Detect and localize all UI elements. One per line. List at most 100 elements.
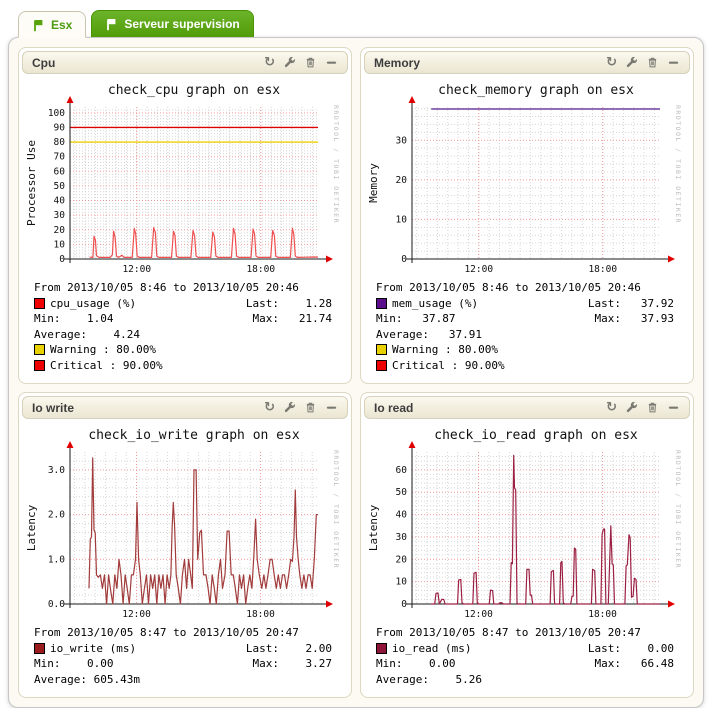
panel-io-write: Io write ↻ check_io_write graph on esx 12… bbox=[18, 392, 352, 698]
svg-text:20: 20 bbox=[396, 175, 408, 186]
legend-row: Min: 0.00 Max: 66.48 bbox=[376, 657, 674, 670]
memory-chart: check_memory graph on esx 12:00 18:00 0 10 20… bbox=[367, 83, 682, 275]
svg-text:Processor Use: Processor Use bbox=[25, 140, 38, 226]
panel-memory: Memory ↻ check_memory graph on esx 12:00 1… bbox=[360, 47, 694, 384]
panel-header[interactable]: Cpu ↻ bbox=[22, 51, 348, 74]
svg-text:0: 0 bbox=[59, 254, 65, 265]
svg-text:40: 40 bbox=[54, 196, 66, 207]
svg-text:30: 30 bbox=[396, 135, 408, 146]
legend-row: Critical : 90.00% bbox=[30, 358, 342, 374]
svg-text:RRDTOOL / TOBI OETIKER: RRDTOOL / TOBI OETIKER bbox=[674, 450, 682, 569]
svg-text:18:00: 18:00 bbox=[246, 264, 275, 275]
svg-text:50: 50 bbox=[54, 181, 66, 192]
collapse-icon[interactable] bbox=[667, 401, 680, 414]
legend-row: Min: 37.87 Max: 37.93 bbox=[376, 312, 674, 325]
legend-row: Min: 1.04 Max: 21.74 bbox=[34, 312, 332, 325]
wrench-icon[interactable] bbox=[283, 56, 296, 69]
collapse-icon[interactable] bbox=[325, 401, 338, 414]
svg-text:check_io_write graph on esx: check_io_write graph on esx bbox=[88, 428, 299, 443]
legend-row: Average: 5.26 bbox=[376, 672, 482, 686]
tab-label: Esx bbox=[51, 17, 73, 32]
panel-io-read: Io read ↻ check_io_read graph on esx 12:0… bbox=[360, 392, 694, 698]
refresh-icon[interactable]: ↻ bbox=[606, 400, 617, 415]
collapse-icon[interactable] bbox=[667, 56, 680, 69]
legend-row: Critical : 90.00% bbox=[372, 358, 684, 374]
svg-text:RRDTOOL / TOBI OETIKER: RRDTOOL / TOBI OETIKER bbox=[332, 105, 340, 224]
refresh-icon[interactable]: ↻ bbox=[264, 55, 275, 70]
svg-text:2.0: 2.0 bbox=[48, 510, 65, 521]
legend-row: cpu_usage (%) Last: 1.28 bbox=[30, 296, 342, 312]
svg-text:3.0: 3.0 bbox=[48, 465, 65, 476]
svg-text:10: 10 bbox=[396, 214, 408, 225]
io-read-chart: check_io_read graph on esx 12:00 18:00 0 10 2… bbox=[367, 428, 682, 620]
svg-text:70: 70 bbox=[54, 152, 66, 163]
trash-icon[interactable] bbox=[304, 401, 317, 414]
legend-row: mem_usage (%) Last: 37.92 bbox=[372, 296, 684, 312]
svg-text:12:00: 12:00 bbox=[464, 609, 493, 620]
panel-cpu: Cpu ↻ check_cpu graph on esx 12:00 18:00 0 1… bbox=[18, 47, 352, 384]
svg-text:10: 10 bbox=[54, 239, 66, 250]
svg-text:check_cpu graph on esx: check_cpu graph on esx bbox=[108, 83, 280, 98]
svg-text:Latency: Latency bbox=[367, 504, 380, 551]
svg-text:12:00: 12:00 bbox=[122, 609, 151, 620]
svg-text:30: 30 bbox=[396, 532, 408, 543]
svg-text:check_memory graph on esx: check_memory graph on esx bbox=[438, 83, 634, 98]
svg-text:18:00: 18:00 bbox=[588, 609, 617, 620]
svg-text:90: 90 bbox=[54, 122, 66, 133]
panel-header[interactable]: Io read ↻ bbox=[364, 396, 690, 419]
svg-text:Latency: Latency bbox=[25, 504, 38, 551]
svg-text:60: 60 bbox=[396, 465, 408, 476]
critical-swatch bbox=[376, 359, 387, 371]
tab-esx[interactable]: Esx bbox=[18, 11, 87, 38]
legend-period: From 2013/10/05 8:46 to 2013/10/05 20:46 bbox=[34, 281, 299, 294]
legend-row: Average: 605.43m bbox=[34, 672, 140, 686]
series-swatch bbox=[376, 642, 387, 654]
legend-row: Average: 4.24 bbox=[34, 327, 140, 341]
trash-icon[interactable] bbox=[304, 56, 317, 69]
svg-text:18:00: 18:00 bbox=[246, 609, 275, 620]
svg-text:20: 20 bbox=[396, 554, 408, 565]
panel-header[interactable]: Io write ↻ bbox=[22, 396, 348, 419]
legend-row: Warning : 80.00% bbox=[372, 342, 684, 358]
svg-text:RRDTOOL / TOBI OETIKER: RRDTOOL / TOBI OETIKER bbox=[332, 450, 340, 569]
svg-text:1.0: 1.0 bbox=[48, 554, 65, 565]
svg-text:50: 50 bbox=[396, 487, 408, 498]
warning-swatch bbox=[34, 344, 45, 356]
tab-serveur-supervision[interactable]: Serveur supervision bbox=[91, 10, 254, 37]
tab-label: Serveur supervision bbox=[124, 17, 240, 31]
panel-header[interactable]: Memory ↻ bbox=[364, 51, 690, 74]
cpu-chart: check_cpu graph on esx 12:00 18:00 0 10 20 30 4… bbox=[25, 83, 340, 275]
svg-text:0.0: 0.0 bbox=[48, 599, 65, 610]
wrench-icon[interactable] bbox=[625, 401, 638, 414]
tab-flag-icon bbox=[105, 17, 118, 31]
legend-period: From 2013/10/05 8:47 to 2013/10/05 20:47 bbox=[34, 626, 299, 639]
memory-legend: From 2013/10/05 8:46 to 2013/10/05 20:46… bbox=[364, 279, 690, 378]
svg-text:0: 0 bbox=[401, 254, 407, 265]
trash-icon[interactable] bbox=[646, 401, 659, 414]
cpu-legend: From 2013/10/05 8:46 to 2013/10/05 20:46… bbox=[22, 279, 348, 378]
svg-text:100: 100 bbox=[48, 108, 65, 119]
panel-title: Io read bbox=[374, 400, 414, 415]
svg-text:12:00: 12:00 bbox=[122, 264, 151, 275]
panel-title: Io write bbox=[32, 400, 75, 415]
series-swatch bbox=[376, 297, 387, 309]
io-write-chart: check_io_write graph on esx 12:00 18:00 0.0… bbox=[25, 428, 340, 620]
svg-text:RRDTOOL / TOBI OETIKER: RRDTOOL / TOBI OETIKER bbox=[674, 105, 682, 224]
svg-text:40: 40 bbox=[396, 510, 408, 521]
refresh-icon[interactable]: ↻ bbox=[606, 55, 617, 70]
tab-bar: Esx Serveur supervision bbox=[8, 8, 704, 38]
wrench-icon[interactable] bbox=[625, 56, 638, 69]
svg-text:10: 10 bbox=[396, 577, 408, 588]
trash-icon[interactable] bbox=[646, 56, 659, 69]
panel-title: Memory bbox=[374, 55, 421, 70]
svg-text:Memory: Memory bbox=[367, 163, 380, 203]
legend-period: From 2013/10/05 8:46 to 2013/10/05 20:46 bbox=[376, 281, 641, 294]
collapse-icon[interactable] bbox=[325, 56, 338, 69]
svg-text:30: 30 bbox=[54, 210, 66, 221]
tab-flag-icon bbox=[32, 18, 45, 32]
svg-text:20: 20 bbox=[54, 225, 66, 236]
dashboard-container: Cpu ↻ check_cpu graph on esx 12:00 18:00 0 1… bbox=[8, 37, 704, 708]
wrench-icon[interactable] bbox=[283, 401, 296, 414]
critical-swatch bbox=[34, 359, 45, 371]
refresh-icon[interactable]: ↻ bbox=[264, 400, 275, 415]
